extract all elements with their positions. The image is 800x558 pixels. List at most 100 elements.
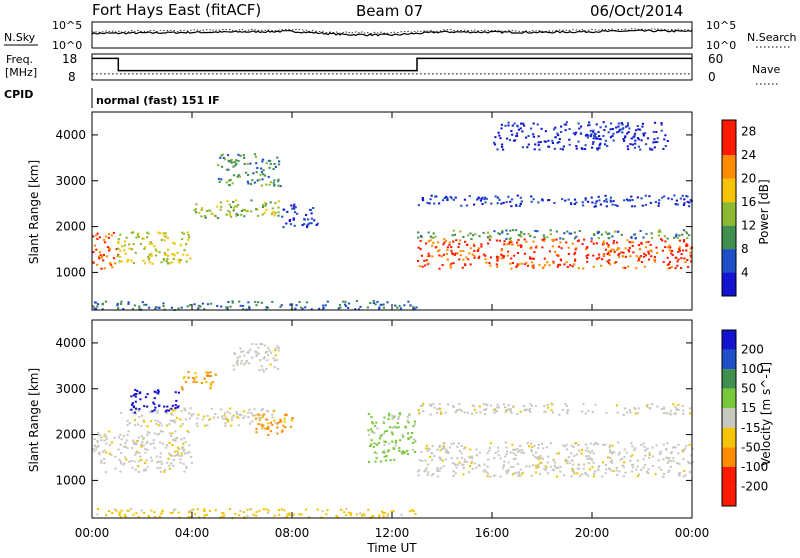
velocity-cells-cell-r7-109 (604, 472, 607, 475)
velocity-cells-cell-r9-77 (378, 514, 381, 517)
velocity-cells-cell-r3-19 (195, 381, 198, 384)
power-cells-cell-r5-106 (96, 303, 100, 306)
power-cells-cell-r0-10 (92, 261, 95, 264)
velocity-cells-cell-r6-101 (394, 441, 397, 444)
velocity-cells-cell-r0-39 (125, 458, 128, 461)
velocity-cells-cell-r6-19 (389, 459, 392, 462)
power-cells-cell-r8-96 (689, 199, 692, 201)
power-cells-cell-r6-49 (558, 245, 561, 248)
velocity-cells-cell-r0-25 (114, 455, 117, 458)
power-cells-cell-r3-42 (247, 174, 250, 176)
power-cells-cell-r6-191 (647, 252, 650, 255)
power-cells-cell-r6-302 (531, 257, 534, 260)
power-cells-cell-r5-51 (347, 302, 351, 305)
power-cells-cell-r0-30 (112, 231, 115, 234)
power-cells-cell-r5-43 (396, 306, 399, 309)
velocity-cells-cell-r7-61 (623, 448, 626, 451)
velocity-cells-cell-r7-263 (578, 467, 581, 470)
velocity-cells-cell-r6-87 (376, 443, 379, 446)
velocity-cells-cell-r9-72 (160, 512, 163, 515)
velocity-cells-cell-r3-7 (209, 382, 212, 385)
velocity-cells-cell-r8-50 (497, 406, 500, 409)
power-cells-cell-r7-13 (432, 232, 435, 235)
power-cells-cell-r2-21 (257, 214, 260, 217)
velocity-cells-cell-r6-79 (398, 413, 401, 416)
velocity-cells-cell-r0-76 (98, 451, 101, 454)
velocity-cells-cell-r7-185 (431, 458, 434, 461)
power-cells-cell-r2-7 (200, 208, 203, 211)
velocity-cells-cell-r5-24 (285, 413, 288, 416)
power-cells-cell-r1-82 (127, 258, 130, 261)
power-cells-cell-r6-335 (469, 263, 472, 266)
velocity-cells-cell-r7-34 (494, 474, 497, 477)
power-cells-cell-r2-53 (198, 211, 201, 214)
power-cells-cell-r3-28 (255, 171, 258, 174)
power-cells-cell-r6-10 (487, 242, 490, 245)
power-cells-cell-r6-8 (452, 262, 455, 265)
power-colorbar-bin-3 (722, 202, 736, 226)
velocity-cells-cell-r7-3 (534, 451, 538, 454)
velocity-cells-cell-r5-37 (257, 423, 260, 426)
velocity-cells-cell-r0-89 (144, 451, 147, 454)
velocity-cells-cell-r7-281 (602, 461, 605, 464)
power-cells-cell-r9-103 (599, 126, 602, 129)
power-cells-cell-r0-2 (102, 254, 105, 256)
power-cells-cell-r7-1 (620, 233, 623, 236)
velocity-cells-cell-r0-180 (143, 468, 146, 471)
power-cells-cell-r6-2 (607, 244, 610, 247)
velocity-cells-cell-r1-119 (171, 413, 174, 416)
power-cells-cell-r6-218 (437, 241, 440, 244)
power-cells-cell-r1-11 (173, 242, 176, 245)
velocity-cells-cell-r0-124 (174, 437, 177, 440)
power-cells-cell-r7-44 (472, 234, 475, 237)
power-cells-cell-r7-82 (520, 230, 523, 233)
power-cells-cell-r3-16 (231, 161, 234, 164)
power-cells-cell-r6-320 (669, 246, 672, 249)
velocity-cells-cell-r7-206 (597, 466, 600, 469)
velocity-cells-cell-r7-283 (629, 455, 632, 458)
power-cells-cell-r1-60 (117, 238, 120, 241)
velocity-cells-cell-r0-128 (105, 436, 108, 439)
power-cells-cell-r7-32 (657, 234, 660, 237)
power-cells-cell-r6-60 (517, 239, 520, 241)
velocity-cells-cell-r9-48 (340, 508, 343, 511)
velocity-cells-cell-r8-59 (558, 413, 561, 416)
power-cells-cell-r5-113 (220, 305, 223, 308)
velocity-cells-cell-r0-175 (140, 445, 143, 448)
velocity-cells-cell-r6-14 (391, 433, 394, 436)
power-cells-cell-r6-315 (639, 248, 642, 251)
power-cells-cell-r8-20 (519, 196, 522, 199)
velocity-cells-cell-r8-85 (436, 408, 439, 411)
velocity-cells-cell-r0-50 (113, 436, 116, 439)
power-cells-cell-r8-75 (594, 205, 597, 208)
velocity-cells-cell-r0-177 (153, 432, 157, 435)
velocity-cells-cell-r7-320 (617, 441, 620, 444)
velocity-cells-cell-r5-5 (261, 425, 264, 428)
velocity-cells-cell-r0-112 (186, 430, 189, 432)
power-cells-cell-r6-347 (661, 249, 664, 252)
velocity-cells-cell-r8-6 (505, 409, 508, 412)
velocity-cells-cell-r0-173 (144, 462, 147, 464)
power-cells-cell-r1-10 (185, 260, 188, 263)
velocity-cells-cell-r7-73 (511, 473, 514, 476)
velocity-cells-cell-r7-194 (667, 459, 670, 462)
velocity-cells-cell-r1-90 (156, 412, 159, 415)
power-cells-cell-r9-68 (568, 143, 571, 146)
power-cells-cell-r7-105 (575, 235, 578, 238)
velocity-cells-cell-r7-244 (592, 475, 595, 478)
velocity-cells-cell-r1-3 (217, 416, 220, 419)
power-cells-cell-r9-83 (654, 141, 657, 144)
velocity-cells-cell-r4-59 (277, 347, 280, 349)
power-cells-cell-r8-55 (599, 203, 602, 206)
velocity-cells-cell-r1-64 (247, 411, 250, 414)
velocity-cells-cell-r7-318 (460, 444, 463, 447)
velocity-cells-cell-r7-198 (573, 442, 576, 445)
velocity-cells-cell-r1-88 (230, 424, 233, 427)
power-cells-cell-r6-336 (546, 261, 549, 264)
power-cells-cell-r2-34 (232, 209, 235, 212)
power-cells-cell-r1-58 (181, 231, 184, 234)
power-cells-cell-r1-39 (167, 254, 170, 257)
velocity-cells-cell-r8-26 (616, 411, 619, 414)
power-cells-cell-r6-366 (477, 249, 480, 252)
velocity-cells-cell-r6-9 (387, 414, 391, 417)
